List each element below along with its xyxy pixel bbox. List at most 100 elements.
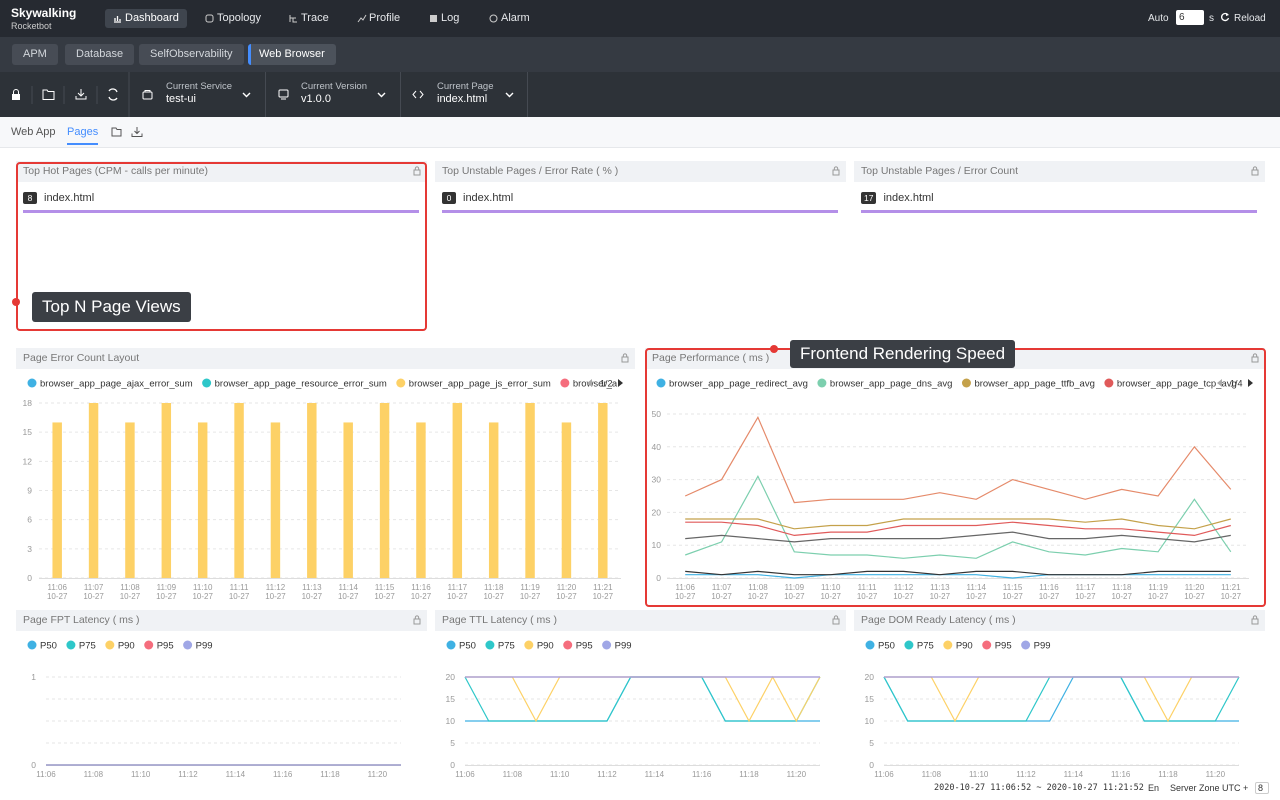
legend-marker[interactable] bbox=[656, 378, 666, 388]
tab-active[interactable]: Pages bbox=[67, 126, 99, 145]
lock-icon[interactable] bbox=[832, 166, 840, 176]
tab[interactable]: Web App bbox=[11, 126, 56, 138]
x-tick-sublabel: 10-27 bbox=[748, 592, 769, 601]
menu-icon bbox=[289, 15, 297, 23]
legend-label[interactable]: browser_app_page_ajax_error_sum bbox=[40, 379, 193, 390]
menu-item[interactable]: Log bbox=[441, 12, 460, 24]
menu-item[interactable]: Topology bbox=[217, 12, 262, 24]
legend-marker[interactable] bbox=[961, 378, 971, 388]
menu-item[interactable]: Dashboard bbox=[105, 9, 187, 28]
lock-icon[interactable] bbox=[1251, 353, 1259, 363]
legend-marker[interactable] bbox=[904, 640, 914, 650]
legend-label[interactable]: P50 bbox=[878, 641, 895, 652]
tab-icons[interactable] bbox=[110, 126, 146, 138]
legend-marker[interactable] bbox=[982, 640, 992, 650]
legend-label[interactable]: P95 bbox=[157, 641, 174, 652]
legend-label[interactable]: browser_app_page_tcp_avg bbox=[1117, 379, 1237, 390]
legend-marker[interactable] bbox=[66, 640, 76, 650]
x-tick-label: 11:06 bbox=[47, 583, 67, 592]
legend-marker[interactable] bbox=[396, 378, 406, 388]
legend-label[interactable]: browser_app_page_dns_avg bbox=[830, 379, 953, 390]
group-tab[interactable]: Web Browser bbox=[248, 44, 336, 65]
service-selector[interactable]: Current Service test-ui bbox=[130, 72, 266, 117]
legend-marker[interactable] bbox=[524, 640, 534, 650]
menu-item[interactable]: Profile bbox=[369, 12, 401, 24]
legend-marker[interactable] bbox=[1104, 378, 1114, 388]
legend-marker[interactable] bbox=[1021, 640, 1031, 650]
x-tick-label: 11:14 bbox=[226, 770, 246, 779]
menu-item[interactable]: Alarm bbox=[501, 12, 530, 24]
legend-label[interactable]: browser_app_page_ttfb_avg bbox=[974, 379, 1094, 390]
legend-label[interactable]: P75 bbox=[79, 641, 96, 652]
legend-label[interactable]: P90 bbox=[118, 641, 135, 652]
legend-next[interactable] bbox=[1248, 379, 1253, 387]
bar bbox=[307, 403, 317, 578]
lock-icon[interactable] bbox=[832, 615, 840, 625]
legend-label[interactable]: P99 bbox=[196, 641, 213, 652]
topn-item[interactable]: 0 index.html bbox=[442, 192, 513, 205]
topn-item[interactable]: 17 index.html bbox=[861, 192, 934, 205]
language[interactable]: En bbox=[1148, 783, 1160, 793]
lock-icon[interactable] bbox=[413, 166, 421, 176]
legend-marker[interactable] bbox=[560, 378, 570, 388]
menu-item[interactable]: Trace bbox=[301, 12, 329, 24]
legend-marker[interactable] bbox=[943, 640, 953, 650]
page-selector[interactable]: Current Page index.html bbox=[401, 72, 528, 117]
legend-marker[interactable] bbox=[485, 640, 495, 650]
selector-label: Current Version bbox=[301, 81, 368, 92]
time-range[interactable]: 2020-10-27 11:06:52 ~ 2020-10-27 11:21:5… bbox=[934, 783, 1144, 793]
legend-label[interactable]: P95 bbox=[995, 641, 1012, 652]
legend-label[interactable]: P50 bbox=[40, 641, 57, 652]
legend-marker[interactable] bbox=[183, 640, 193, 650]
legend-marker[interactable] bbox=[144, 640, 154, 650]
x-tick-sublabel: 10-27 bbox=[83, 592, 104, 601]
legend-label[interactable]: browser_app_page_redirect_avg bbox=[669, 379, 808, 390]
menu-icon bbox=[489, 14, 498, 23]
version-selector[interactable]: Current Version v1.0.0 bbox=[266, 72, 401, 117]
legend-label[interactable]: P75 bbox=[917, 641, 934, 652]
legend-prev[interactable] bbox=[587, 379, 592, 387]
legend-label[interactable]: P50 bbox=[459, 641, 476, 652]
chart-panel: Page DOM Ready Latency ( ms ) 0 5 10 15 20 11… bbox=[854, 610, 1265, 790]
legend-marker[interactable] bbox=[202, 378, 212, 388]
group-tab[interactable]: APM bbox=[12, 44, 58, 65]
legend-label[interactable]: P75 bbox=[498, 641, 515, 652]
legend-next[interactable] bbox=[618, 379, 623, 387]
lock-icon[interactable] bbox=[413, 615, 421, 625]
chart-panel: Page TTL Latency ( ms ) 0 5 10 15 20 11:06 11:… bbox=[435, 610, 846, 790]
lock-icon[interactable] bbox=[621, 353, 629, 363]
logo[interactable]: Skywalking bbox=[11, 6, 77, 20]
interval-input[interactable]: 6 bbox=[1176, 10, 1204, 25]
x-tick-label: 11:20 bbox=[1185, 583, 1205, 592]
legend-marker[interactable] bbox=[27, 378, 37, 388]
bar bbox=[161, 403, 172, 578]
legend-marker[interactable] bbox=[865, 640, 875, 650]
reload-button[interactable]: Reload bbox=[1234, 13, 1266, 24]
legend-label[interactable]: P95 bbox=[576, 641, 593, 652]
legend-label[interactable]: browser_app_page_js_error_sum bbox=[409, 379, 551, 390]
legend-label[interactable]: browser_app_page_resource_error_sum bbox=[215, 379, 387, 390]
group-tab[interactable]: Database bbox=[65, 44, 135, 65]
legend-marker[interactable] bbox=[27, 640, 37, 650]
legend-label[interactable]: P90 bbox=[956, 641, 973, 652]
legend-prev[interactable] bbox=[1217, 379, 1222, 387]
zone-input[interactable]: 8 bbox=[1255, 782, 1269, 794]
reload-icon[interactable] bbox=[1220, 12, 1230, 22]
tool-icons[interactable] bbox=[0, 72, 130, 117]
legend-label[interactable]: P90 bbox=[537, 641, 554, 652]
panel-title-text: Page TTL Latency ( ms ) bbox=[442, 614, 557, 626]
legend-label[interactable]: P99 bbox=[615, 641, 632, 652]
legend-marker[interactable] bbox=[602, 640, 612, 650]
group-tab[interactable]: SelfObservability bbox=[139, 44, 244, 65]
legend-label[interactable]: browser_a bbox=[573, 379, 618, 390]
legend-marker[interactable] bbox=[563, 640, 573, 650]
legend-label[interactable]: P99 bbox=[1034, 641, 1051, 652]
x-tick-label: 11:06 bbox=[455, 770, 475, 779]
panel-title-text: Top Unstable Pages / Error Count bbox=[861, 165, 1018, 177]
legend-marker[interactable] bbox=[817, 378, 827, 388]
topn-item[interactable]: 8 index.html bbox=[23, 192, 94, 205]
legend-marker[interactable] bbox=[105, 640, 115, 650]
legend-marker[interactable] bbox=[446, 640, 456, 650]
lock-icon[interactable] bbox=[1251, 166, 1259, 176]
lock-icon[interactable] bbox=[1251, 615, 1259, 625]
